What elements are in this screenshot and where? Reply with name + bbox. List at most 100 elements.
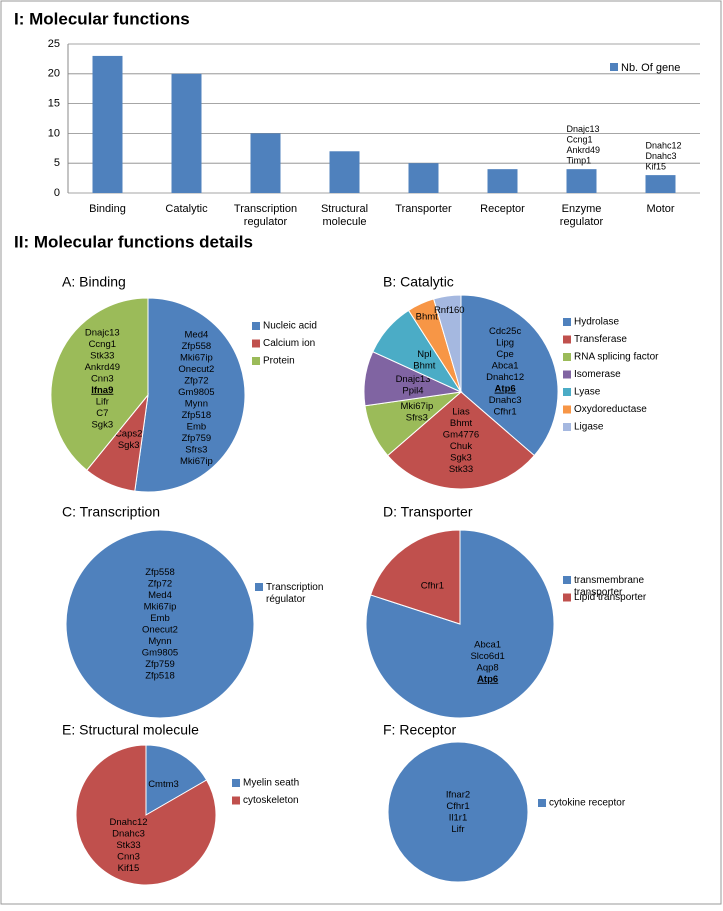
gene-label: Lifr (451, 824, 464, 835)
pie-title: C: Transcription (62, 504, 160, 520)
legend-swatch (610, 63, 618, 71)
legend-swatch (563, 576, 571, 584)
legend-swatch (232, 796, 240, 805)
gene-label: Sgk3 (91, 419, 113, 430)
label: Lipid transporter (574, 592, 647, 603)
pie-slice (50, 297, 149, 471)
label: Oxydoreductase (574, 404, 647, 415)
pie-title: D: Transporter (383, 504, 473, 520)
gene-label: Med4 (148, 590, 172, 601)
y-tick-label: 15 (48, 98, 60, 110)
gene-label: Gm4776 (443, 429, 479, 440)
label: Lyase (574, 387, 601, 398)
gene-label: Mki67ip (180, 456, 213, 467)
gene-label: Cnn3 (91, 373, 114, 384)
gene-label: Chuk (450, 441, 472, 452)
gene-label: Ccng1 (89, 339, 116, 350)
bar (250, 133, 281, 193)
gene-label: Lifr (96, 396, 109, 407)
label: Receptor (480, 203, 525, 215)
gene-label: Zfp558 (145, 567, 175, 578)
gene-label: Zfp759 (145, 659, 175, 670)
gene-label: Sgk3 (450, 452, 472, 463)
bar-label: Timp1 (567, 156, 592, 166)
gene-label: Abca1 (492, 361, 519, 372)
bar-label: Ankrd49 (567, 145, 601, 155)
pie-slice (134, 297, 246, 493)
gene-label: Mki67ip (180, 353, 213, 364)
legend-label: Nb. Of gene (621, 62, 680, 74)
label: Transferase (574, 334, 627, 345)
label: Transporter (395, 203, 452, 215)
pie-title: E: Structural molecule (62, 722, 199, 738)
label: cytokine receptor (549, 798, 626, 809)
gene-label: Ankrd49 (85, 362, 120, 373)
gene-label: Dnajc13 (85, 327, 120, 338)
legend-swatch (252, 339, 260, 348)
y-tick-label: 20 (48, 68, 60, 80)
gene-label: Sfrs3 (406, 412, 428, 423)
gene-label: Cfhr1 (446, 801, 469, 812)
pie-title: F: Receptor (383, 722, 456, 738)
gene-label: Bhmt (416, 312, 439, 323)
gene-label: Aqp8 (477, 662, 499, 673)
gene-label: Med4 (185, 330, 209, 341)
y-tick-label: 10 (48, 127, 60, 139)
gene-label: Cfhr1 (421, 580, 444, 591)
gene-label: Kif15 (118, 863, 140, 874)
bar (408, 163, 439, 193)
label: transmembrane transporter (574, 575, 644, 598)
gene-label: Ifnar2 (446, 789, 470, 800)
gene-label: Ppil4 (402, 385, 423, 396)
gene-label: Npl (417, 349, 431, 360)
bar (566, 169, 597, 193)
gene-label: Mki67ip (401, 401, 434, 412)
bar (329, 151, 360, 193)
gene-label: Zfp518 (182, 410, 212, 421)
gene-label: Dnahc3 (112, 828, 145, 839)
section-title: II: Molecular functions details (14, 232, 253, 251)
label: Structural molecule (321, 203, 368, 228)
y-tick-label: 0 (54, 187, 60, 199)
gene-label: Cnn3 (117, 851, 140, 862)
bar (171, 73, 202, 193)
gene-label: Zfp558 (182, 341, 212, 352)
legend-swatch (563, 593, 571, 602)
label: Motor (646, 203, 674, 215)
pie-title: A: Binding (62, 274, 126, 290)
legend-swatch (232, 779, 240, 787)
gene-label: Dnahc3 (489, 395, 522, 406)
gene-label: Bhmt (413, 361, 436, 372)
legend-swatch (563, 318, 571, 326)
section-title: I: Molecular functions (14, 9, 190, 28)
gene-label: Gm9805 (142, 647, 178, 658)
gene-label: Emb (187, 422, 207, 433)
bar (487, 169, 518, 193)
bar-label: Kif15 (646, 161, 667, 171)
legend-swatch (538, 799, 546, 807)
pie-slice (75, 744, 217, 886)
gene-label: Stk33 (449, 464, 473, 475)
gene-label: C7 (96, 408, 108, 419)
pie-slice (386, 391, 536, 490)
pie-slice (433, 294, 462, 393)
y-tick-label: 5 (54, 157, 60, 169)
label: Catalytic (165, 203, 208, 215)
y-tick-label: 25 (48, 38, 60, 50)
label: cytoskeleton (243, 795, 299, 806)
bar-label: Ccng1 (567, 135, 593, 145)
gene-label: Cpe (496, 349, 513, 360)
gene-label: Rnf160 (434, 305, 465, 316)
gene-label: Emb (150, 613, 170, 624)
gene-label: Slco6d1 (470, 651, 504, 662)
legend-swatch (563, 388, 571, 396)
bar-label: Dnahc12 (646, 140, 682, 150)
pie-slice (369, 529, 461, 625)
bar-label: Dnajc13 (567, 124, 600, 134)
gene-label: Mki67ip (144, 601, 177, 612)
gene-label: Dnahc12 (486, 372, 524, 383)
label: Ligase (574, 422, 604, 433)
label: Isomerase (574, 369, 621, 380)
pie-slice (145, 744, 208, 816)
